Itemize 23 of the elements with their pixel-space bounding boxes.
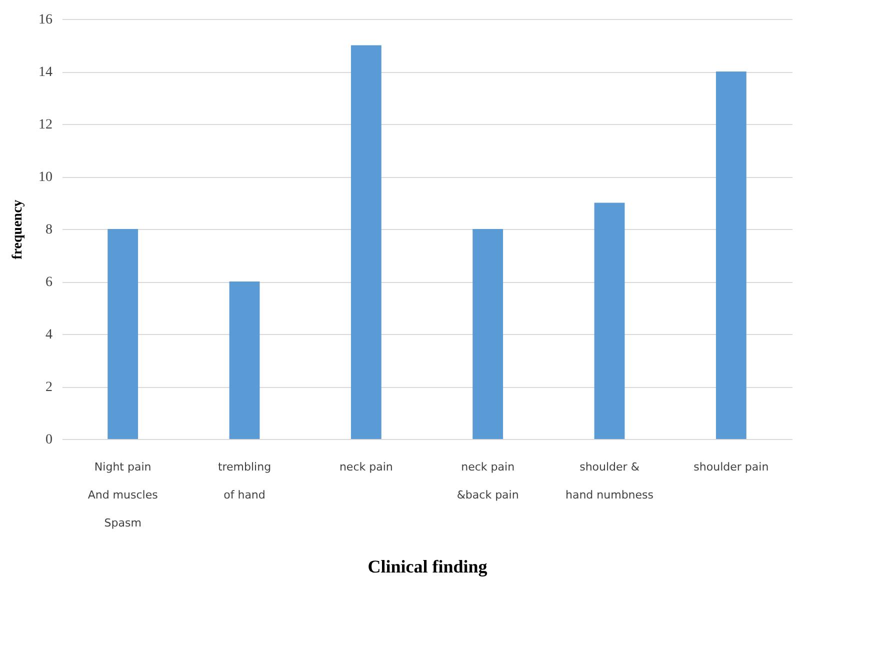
y-tick-label: 0: [46, 432, 52, 448]
bar: [108, 229, 138, 439]
y-tick-label: 2: [46, 380, 52, 395]
y-tick-label: 8: [46, 222, 52, 238]
category-label: shoulder & hand numbness: [565, 460, 654, 502]
x-tick-label: neck pain: [339, 460, 393, 474]
category-label: Night pain And muscles Spasm: [88, 460, 158, 530]
bar: [229, 282, 260, 439]
x-axis-title: Clinical finding: [368, 556, 488, 576]
y-tick-label: 14: [38, 65, 52, 80]
bar: [472, 229, 504, 439]
bar: [594, 202, 625, 439]
y-tick-label: 6: [46, 275, 52, 290]
y-tick-label: 10: [38, 170, 52, 185]
y-tick-label: 4: [46, 328, 52, 342]
bar: [350, 45, 382, 439]
x-tick-label: shoulder pain: [694, 460, 769, 474]
bar: [716, 72, 746, 439]
category-label: neck pain &back pain: [456, 460, 519, 502]
y-tick-label: 16: [38, 12, 52, 28]
y-tick-label: 12: [38, 118, 52, 132]
y-axis-title: frequency: [10, 200, 26, 260]
category-label: trembling of hand: [218, 460, 272, 502]
